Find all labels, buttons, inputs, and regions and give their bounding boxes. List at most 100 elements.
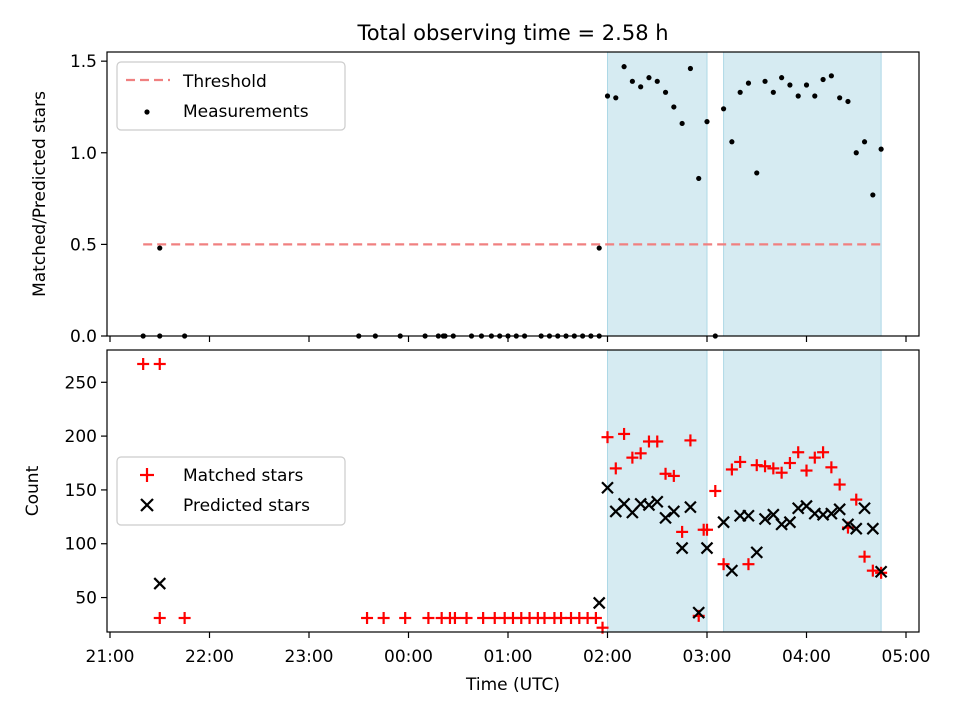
measurement-point [779,75,785,81]
shaded-interval [723,349,882,633]
matched-star-point [137,357,150,370]
count-panel-frame [106,349,920,633]
matched-star-point [448,612,461,625]
matched-star-point [609,462,622,475]
x-tick-label: 04:00 [782,647,831,667]
measurement-point [157,245,163,251]
count-panel: 50 100 150 200 250 21:00 22:00 23:00 00:00 01:00… [23,349,931,695]
measurement-point [812,93,818,99]
matched-star-point [825,461,838,474]
matched-star-point [626,451,639,464]
matched-star-point [759,460,772,473]
predicted-star-point [833,503,846,516]
measurement-point [853,150,859,156]
measurement-point [787,82,793,88]
matched-star-point [717,558,730,571]
legend-measurements-swatch [144,109,150,115]
x-tick-label: 03:00 [683,647,732,667]
matched-star-point [850,493,863,506]
matched-star-point [477,612,490,625]
measurement-point [621,64,627,70]
predicted-star-point [675,541,689,555]
measurement-point [662,89,669,95]
legend-matched-label: Matched stars [183,466,303,486]
x-tick-label: 05:00 [882,647,931,667]
measurement-point [803,82,810,88]
predicted-star-point [750,546,764,559]
count-y-axis-label: Count [23,465,43,516]
x-tick-label: 01:00 [484,647,533,667]
matched-star-point [792,446,805,459]
predicted-star-point [874,565,888,579]
predicted-star-point [700,541,714,555]
matched-star-point [634,447,647,460]
matched-star-point [701,523,713,536]
predicted-star-point [153,577,167,590]
ratio-y-axis-label: Matched/Predicted stars [30,91,50,297]
predicted-star-point [592,596,606,610]
matched-star-point [725,463,738,476]
matched-star-point [767,462,780,475]
predicted-star-point [783,515,797,529]
predicted-star-point [684,500,697,514]
measurement-point [629,78,635,84]
ratio-x-tick-marks [109,336,907,342]
ratio-panel-frame [106,51,920,337]
matched-star-point [808,451,821,464]
predicted-star-point [659,511,672,525]
y-tick-label: 0.0 [70,327,97,347]
y-tick-label: 1.5 [70,52,97,72]
measurement-point [870,192,876,198]
predicted-star-point [667,505,681,518]
predicted-star-point [601,481,614,495]
measurement-point [845,98,851,105]
shaded-interval [607,51,708,337]
measurement-point [737,89,743,95]
matched-star-point [775,466,788,479]
y-tick-label: 200 [65,427,97,447]
legend-predicted-swatch [140,498,154,512]
matched-star-point [667,469,680,482]
legend-matched-swatch [140,468,154,482]
measurement-point [754,170,760,176]
measurement-point [837,95,843,101]
y-tick-label: 250 [65,373,97,393]
measurement-point [646,75,652,81]
x-tick-label: 23:00 [285,647,334,667]
matched-star-point [800,464,813,477]
measurement-point [770,89,776,95]
matched-star-point [783,457,796,470]
predicted-star-point [758,512,772,526]
predicted-star-point [858,501,871,515]
measurement-point [687,65,694,72]
x-axis-label: Time (UTC) [465,675,560,695]
matched-star-point [422,612,435,625]
ratio-legend: Threshold Measurements [116,61,346,131]
predicted-star-point [717,515,730,529]
measurement-point [729,139,735,145]
matched-star-point [460,612,473,625]
measurement-point [671,104,677,110]
shaded-interval [723,51,882,337]
matched-star-point [684,434,697,447]
shaded-interval [607,349,708,633]
predicted-star-point [650,495,664,509]
count-y-ticks: 50 100 150 200 250 [65,373,107,609]
predicted-star-point [692,606,705,619]
matched-star-point [866,564,879,577]
measurement-point [745,80,752,86]
measurement-point [596,245,602,251]
x-tick-label: 00:00 [384,647,433,667]
chart-title: Total observing time = 2.58 h [356,21,668,45]
measurement-point [762,78,768,84]
measurement-point [696,175,702,182]
predicted-star-point [849,522,863,535]
matched-star-point [153,357,166,370]
measurement-point [704,119,710,125]
matched-star-point [377,612,390,625]
matched-star-point [833,478,846,491]
ratio-y-ticks: 0.0 0.5 1.0 1.5 [70,52,107,347]
predicted-star-point [642,498,656,512]
matched-star-point [651,435,664,448]
